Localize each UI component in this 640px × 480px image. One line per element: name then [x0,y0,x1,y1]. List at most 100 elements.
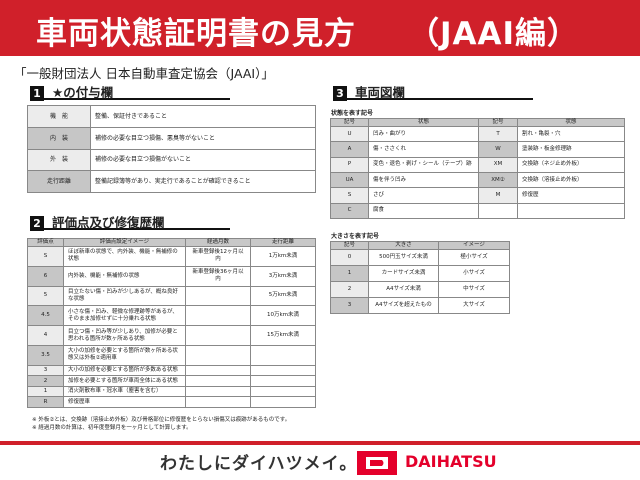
table-row: C 腐食 [330,202,625,220]
table-cell: 新車登録後36ヶ月以内 [185,265,251,287]
table-cell: 大小の加修を必要とする箇所が多数ある状態 [63,364,186,377]
table-row: 機 能整備、保証付きであること [27,105,316,128]
divider [0,441,640,445]
table-cell: 6 [27,265,64,287]
table-row: 2 A4サイズ未満 中サイズ [330,281,510,298]
table-cell: 内外装、機能・無補修の状態 [63,265,186,287]
table-cell: 2 [27,375,64,387]
table-cell [185,325,251,346]
table-cell: 2 [330,281,369,298]
table-cell: 消火剤散布車・冠水車（塵害を含む） [63,385,186,398]
table-cell: 3 [27,364,64,377]
table-cell [185,385,251,398]
table-row: P 変色・退色・剥げ・シール（テープ）跡 XM 交換跡（ネジ止め外板） [330,156,625,173]
column-header: 記号 [330,118,369,127]
page-header: 車両状態証明書の見方 （JAAI編） [0,0,640,56]
table-cell: 傷・ささくれ [368,141,479,158]
column-header: 走行距離 [250,238,316,247]
header-row: 記号 大きさ イメージ [330,241,510,250]
table-cell: 目立たない傷・凹みが少しあるが、概ね良好な状態 [63,285,186,307]
table-cell: 変色・退色・剥げ・シール（テープ）跡 [368,156,479,173]
table-cell [250,364,316,377]
table-cell: C [330,202,369,220]
table-cell: A4サイズ未満 [368,281,439,298]
table-row: 6 内外装、機能・無補修の状態 新車登録後36ヶ月以内 3万km未満 [27,265,316,287]
table-cell [250,344,316,366]
table-row: UA 傷を伴う凹み XM② 交換跡（溶接止め外板） [330,171,625,189]
table-cell: 外 装 [27,148,91,172]
column-header: 状態 [368,118,479,127]
state-symbols-label: 状態を表す記号 [331,110,374,117]
table-cell: 1 [330,265,369,282]
table-cell: T [478,125,518,143]
table-row: S ほぼ新車の状態で、内外装、機能・無補修の状態 新車登録後12ヶ月以内 1万km未満 [27,246,316,267]
table-cell: 修復歴車 [63,396,186,408]
grade-table: 評価点 評価点設定イメージ 経過月数 走行距離 S ほぼ新車の状態で、内外装、機能・無補修… [27,238,316,408]
table-row: 2 加修を必要とする箇所が車両全体にある状態 [27,375,316,387]
table-row: 外 装補修の必要な目立つ損傷がないこと [27,148,316,172]
table-cell: 腐食 [368,202,479,220]
table-row: R 修復歴車 [27,396,316,408]
column-header: 経過月数 [185,238,251,247]
notes: ※ 外板②とは、交換跡（溶接止め外板）及び骨格部位に修復歴をとらない損傷又は痕跡… [32,416,290,432]
table-cell: 小サイズ [438,265,510,282]
table-cell: 修復歴 [517,187,625,204]
column-header: 状態 [517,118,625,127]
header-row: 評価点 評価点設定イメージ 経過月数 走行距離 [27,238,316,247]
table-cell: 3.5 [27,344,64,366]
table-cell: XM② [478,171,518,189]
section-number: 3 [333,86,347,101]
header-row: 記号 状態 記号 状態 [330,118,625,127]
state-symbols-table: 記号 状態 記号 状態 U 凹み・曲がり T 割れ・亀裂・穴 A 傷・ささくれ W 塗装跡・板金修理跡… [330,118,625,220]
table-cell: 機 能 [27,105,91,128]
table-cell: 傷を伴う凹み [368,171,479,189]
table-cell [185,305,251,327]
section-title: ★の付与欄 [52,85,114,100]
page-subtitle: （JAAI編） [408,16,580,52]
table-row: 3 大小の加修を必要とする箇所が多数ある状態 [27,364,316,377]
table-cell [185,344,251,366]
table-cell: 割れ・亀裂・穴 [517,125,625,143]
table-cell: P [330,156,369,173]
table-cell: 5 [27,285,64,307]
table-cell [185,364,251,377]
table-cell: 大サイズ [438,297,510,314]
table-cell: 塗装跡・板金修理跡 [517,141,625,158]
table-cell [250,375,316,387]
table-cell: 補修の必要な目立つ損傷、悪臭等がないこと [90,126,316,150]
table-cell: 中サイズ [438,281,510,298]
table-cell [185,396,251,408]
table-row: 0 500円玉サイズ未満 極小サイズ [330,249,510,266]
section1-heading: 1 ★の付与欄 [30,82,230,101]
table-row: 5 目立たない傷・凹みが少しあるが、概ね良好な状態 5万km未満 [27,285,316,307]
table-cell: ほぼ新車の状態で、内外装、機能・無補修の状態 [63,246,186,267]
table-cell: 新車登録後12ヶ月以内 [185,246,251,267]
column-header: 評価点設定イメージ [63,238,186,247]
table-cell: 大小の加修を必要とする箇所が数ヶ所ある状態又は外板②適用車 [63,344,186,366]
table-cell: 小さな傷・凹み、軽微な修理跡等があるが、そのまま加修せずに十分乗れる状態 [63,305,186,327]
table-row: 内 装補修の必要な目立つ損傷、悪臭等がないこと [27,126,316,150]
brand-name: DAIHATSU [405,452,497,471]
note: ※ 経過月数の計算は、初年度登録月を一ヶ月として計算します。 [32,425,192,431]
column-header: イメージ [438,241,510,250]
table-cell: 補修の必要な目立つ損傷がないこと [90,148,316,172]
table-row: 4.5 小さな傷・凹み、軽微な修理跡等があるが、そのまま加修せずに十分乗れる状態 1… [27,305,316,327]
table-cell: 整備記録簿等があり、実走行であることが確認できること [90,170,316,193]
table-row: 1 消火剤散布車・冠水車（塵害を含む） [27,385,316,398]
daihatsu-logo-icon [357,451,397,475]
table-cell: カードサイズ未満 [368,265,439,282]
slogan-logo: わたしにダイハツメイ。 [160,454,358,474]
table-cell: S [330,187,369,204]
column-header: 記号 [478,118,518,127]
table-cell: M [478,187,518,204]
table-cell: 極小サイズ [438,249,510,266]
section2-heading: 2 評価点及び修復歴欄 [30,212,230,231]
table-row: 1 カードサイズ未満 小サイズ [330,265,510,282]
table-cell: 3万km未満 [250,265,316,287]
table-row: A 傷・ささくれ W 塗装跡・板金修理跡 [330,141,625,158]
section-number: 1 [30,86,44,101]
table-cell: 交換跡（ネジ止め外板） [517,156,625,173]
table-cell [478,202,518,220]
section3-heading: 3 車両図欄 [333,82,533,101]
table-cell: 500円玉サイズ未満 [368,249,439,266]
